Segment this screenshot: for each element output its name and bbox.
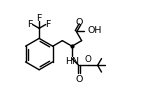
Text: F: F (45, 20, 50, 29)
Text: OH: OH (87, 26, 102, 35)
Text: HN: HN (65, 57, 79, 66)
Text: F: F (28, 20, 33, 29)
Text: F: F (36, 15, 42, 23)
Text: O: O (85, 55, 92, 64)
Text: O: O (75, 75, 82, 84)
Text: O: O (75, 18, 83, 27)
